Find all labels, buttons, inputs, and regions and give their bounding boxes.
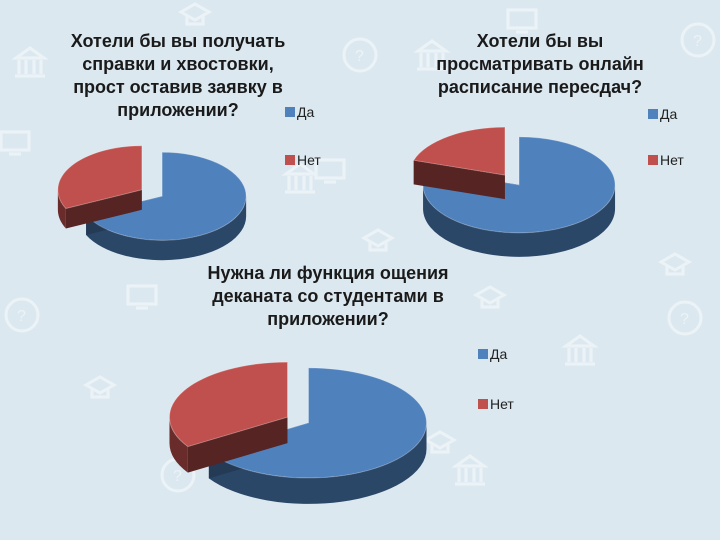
svg-text:?: ? [173, 468, 182, 485]
legend-label: Нет [297, 152, 321, 168]
legend-swatch [285, 107, 295, 117]
pie-slice-side [423, 184, 616, 257]
chart-2-title: Хотели бы вы просматривать онлайн распис… [436, 31, 644, 97]
pie-slice-side [86, 196, 247, 261]
legend-swatch [478, 349, 488, 359]
pie-slice-top [207, 367, 428, 479]
legend-swatch [285, 155, 295, 165]
bank-icon [11, 46, 49, 78]
pie-slice-side [57, 189, 66, 229]
question-icon: ? [680, 22, 716, 58]
chart-2-legend-yes: Да [648, 106, 677, 122]
svg-text:?: ? [693, 33, 702, 50]
pie-slice-edge [187, 417, 288, 473]
legend-label: Да [660, 106, 678, 122]
svg-text:?: ? [17, 308, 26, 325]
monitor-icon [0, 130, 31, 156]
graduation-cap-icon [360, 228, 396, 252]
bank-icon [561, 334, 599, 366]
pie-slice-side [208, 422, 427, 504]
svg-text:?: ? [680, 311, 689, 328]
chart-3-legend-yes: Да [478, 346, 507, 362]
question-icon: ? [342, 37, 378, 73]
pie-slice-top [169, 361, 288, 448]
monitor-icon [506, 8, 538, 34]
pie-slice-no [57, 145, 143, 229]
graduation-cap-icon [657, 252, 693, 276]
question-icon: ? [4, 297, 40, 333]
legend-label: Да [297, 104, 315, 120]
graduation-cap-icon [472, 285, 508, 309]
chart-1-title: Хотели бы вы получать справки и хвостовк… [70, 31, 286, 120]
pie-slice-no [169, 361, 288, 473]
question-icon: ? [667, 300, 703, 336]
legend-swatch [648, 109, 658, 119]
pie-slice-top [412, 126, 506, 176]
legend-label: Нет [490, 396, 514, 412]
pie-slice-top [85, 151, 247, 241]
monitor-icon [314, 158, 346, 184]
pie-slice-top [57, 145, 143, 210]
bank-icon [281, 162, 319, 194]
chart-2-legend-no: Нет [648, 152, 684, 168]
chart-1-legend-yes: Да [285, 104, 314, 120]
pie-slice-yes [85, 151, 247, 261]
chart-1-legend-no: Нет [285, 152, 321, 168]
legend-swatch [478, 399, 488, 409]
legend-label: Нет [660, 152, 684, 168]
pie-slice-top [422, 136, 616, 234]
monitor-icon [126, 284, 158, 310]
legend-label: Да [490, 346, 508, 362]
chart-3-title: Нужна ли функция ощения деканата со студ… [207, 263, 449, 329]
graduation-cap-icon [177, 2, 213, 26]
legend-swatch [648, 155, 658, 165]
graduation-cap-icon [422, 430, 458, 454]
bank-icon [451, 454, 489, 486]
pie-slice-no [412, 126, 506, 200]
graduation-cap-icon [82, 375, 118, 399]
pie-slice-side [169, 417, 188, 473]
pie-slice-edge [65, 189, 142, 229]
pie-slice-edge [413, 160, 505, 200]
svg-text:?: ? [355, 48, 364, 65]
bank-icon [413, 39, 451, 71]
chart-3-legend-no: Нет [478, 396, 514, 412]
